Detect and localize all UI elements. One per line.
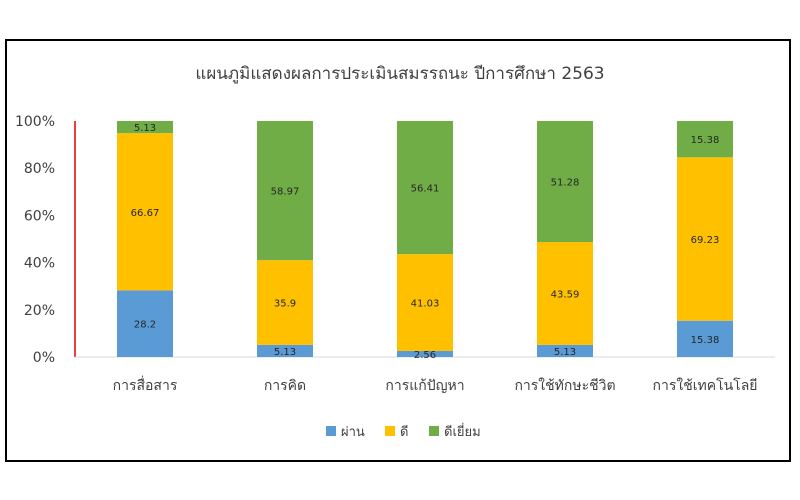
x-category-label: การใช้เทคโนโลยี — [653, 377, 758, 394]
chart-title: แผนภูมิแสดงผลการประเมินสมรรถนะ ปีการศึกษ… — [195, 64, 604, 84]
data-label: 69.23 — [691, 235, 720, 246]
data-label: 5.13 — [274, 347, 296, 358]
y-tick-label: 60% — [24, 208, 55, 224]
data-label: 5.13 — [554, 347, 576, 358]
bar-segment — [117, 121, 173, 134]
legend-label: ดี — [400, 424, 408, 440]
x-category-label: การสื่อสาร — [113, 376, 178, 394]
legend-swatch — [429, 426, 439, 436]
bar-segment — [257, 344, 313, 357]
data-label: 28.2 — [134, 320, 156, 331]
bar-segment — [537, 242, 593, 345]
y-tick-label: 100% — [15, 114, 55, 130]
data-label: 51.28 — [551, 178, 580, 189]
bar-segment — [677, 121, 733, 158]
bar-segment — [257, 121, 313, 261]
legend-swatch — [326, 426, 336, 436]
y-tick-label: 80% — [24, 161, 55, 177]
x-category-label: การคิด — [264, 378, 306, 394]
bar-segment — [537, 344, 593, 357]
bar-segment — [677, 320, 733, 357]
bar-segment — [397, 121, 453, 255]
y-tick-label: 0% — [33, 350, 55, 366]
x-category-label: การแก้ปัญหา — [385, 378, 464, 394]
bars: 28.2 66.67 5.13 5.13 35.9 58.97 2.56 41.03 56.41… — [117, 121, 733, 361]
bar-segment — [537, 121, 593, 243]
bar-segment — [117, 133, 173, 291]
x-axis-labels: การสื่อสาร การคิด การแก้ปัญหา การใช้ทักษะชี… — [113, 376, 758, 394]
bar-segment — [677, 157, 733, 321]
legend-label: ผ่าน — [341, 425, 365, 440]
data-label: 35.9 — [274, 299, 296, 310]
y-tick-label: 40% — [24, 256, 55, 272]
bar-segment — [397, 254, 453, 351]
data-label: 15.38 — [691, 335, 720, 346]
data-label: 5.13 — [134, 123, 156, 134]
data-label: 15.38 — [691, 135, 720, 146]
y-axis: 0% 20% 40% 60% 80% 100% — [15, 114, 775, 366]
data-label: 56.41 — [411, 184, 440, 195]
legend-swatch — [385, 426, 395, 436]
bar-segment — [397, 350, 453, 357]
y-tick-label: 20% — [24, 303, 55, 319]
data-label: 66.67 — [131, 208, 160, 219]
x-category-label: การใช้ทักษะชีวิต — [514, 377, 615, 394]
data-label: 41.03 — [411, 299, 440, 310]
bar-segment — [117, 290, 173, 357]
data-label: 43.59 — [551, 289, 580, 300]
legend-label: ดีเยี่ยม — [444, 423, 481, 440]
data-label: 2.56 — [414, 350, 436, 361]
legend: ผ่าน ดี ดีเยี่ยม — [326, 423, 481, 440]
data-label: 58.97 — [271, 187, 300, 198]
bar-segment — [257, 260, 313, 345]
